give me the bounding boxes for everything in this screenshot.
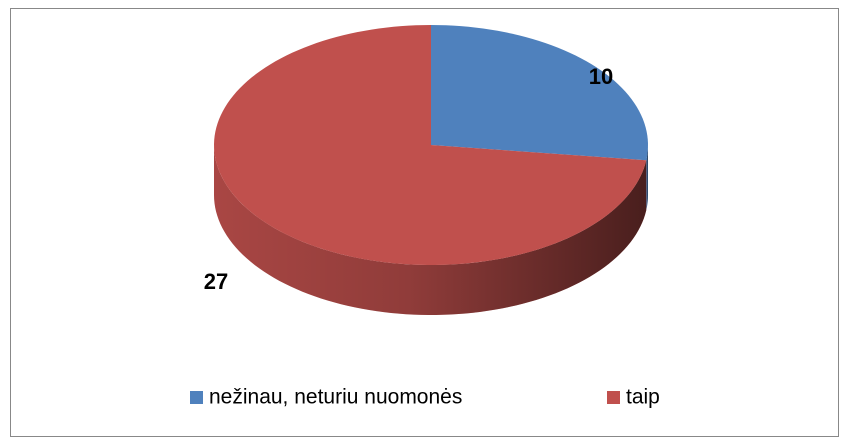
pie-slice	[431, 25, 648, 161]
data-label: 10	[589, 64, 613, 89]
legend-swatch	[190, 391, 203, 404]
legend-swatch	[607, 391, 620, 404]
data-label: 27	[204, 269, 228, 294]
legend-label: taip	[626, 386, 660, 409]
legend-label: nežinau, neturiu nuomonės	[209, 386, 462, 409]
pie-side-shade	[214, 145, 647, 315]
pie-slice	[214, 25, 647, 265]
pie-side-shade	[646, 145, 648, 211]
